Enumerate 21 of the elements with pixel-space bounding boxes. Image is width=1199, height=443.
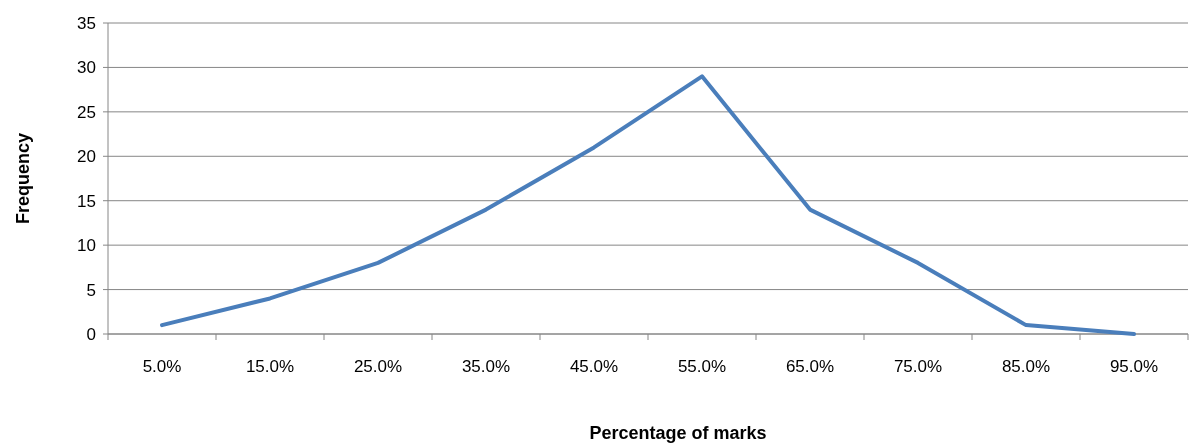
y-tick-label: 5 xyxy=(86,280,96,300)
y-tick-label: 25 xyxy=(77,102,96,122)
x-tick-label: 85.0% xyxy=(1001,357,1051,376)
line-series xyxy=(160,74,1136,336)
x-tick-label: 35.0% xyxy=(461,357,511,376)
y-tick-label: 15 xyxy=(77,191,96,211)
x-axis-title: Percentage of marks xyxy=(589,423,767,443)
x-tick-label: 15.0% xyxy=(245,357,295,376)
x-tick-label: 5.0% xyxy=(142,357,182,376)
x-tick-label: 55.0% xyxy=(677,357,727,376)
x-tick-label: 25.0% xyxy=(353,357,403,376)
x-tick-label: 65.0% xyxy=(785,357,835,376)
y-tick-label: 30 xyxy=(77,58,96,78)
y-tick-label: 0 xyxy=(86,324,96,344)
y-tick-label: 35 xyxy=(77,13,96,33)
y-axis-title: Frequency xyxy=(13,132,33,225)
x-tick-label: 95.0% xyxy=(1109,357,1159,376)
y-tick-label: 20 xyxy=(77,147,96,167)
x-tick-label: 45.0% xyxy=(569,357,619,376)
x-tick-label: 75.0% xyxy=(893,357,943,376)
y-tick-label: 10 xyxy=(77,236,96,256)
